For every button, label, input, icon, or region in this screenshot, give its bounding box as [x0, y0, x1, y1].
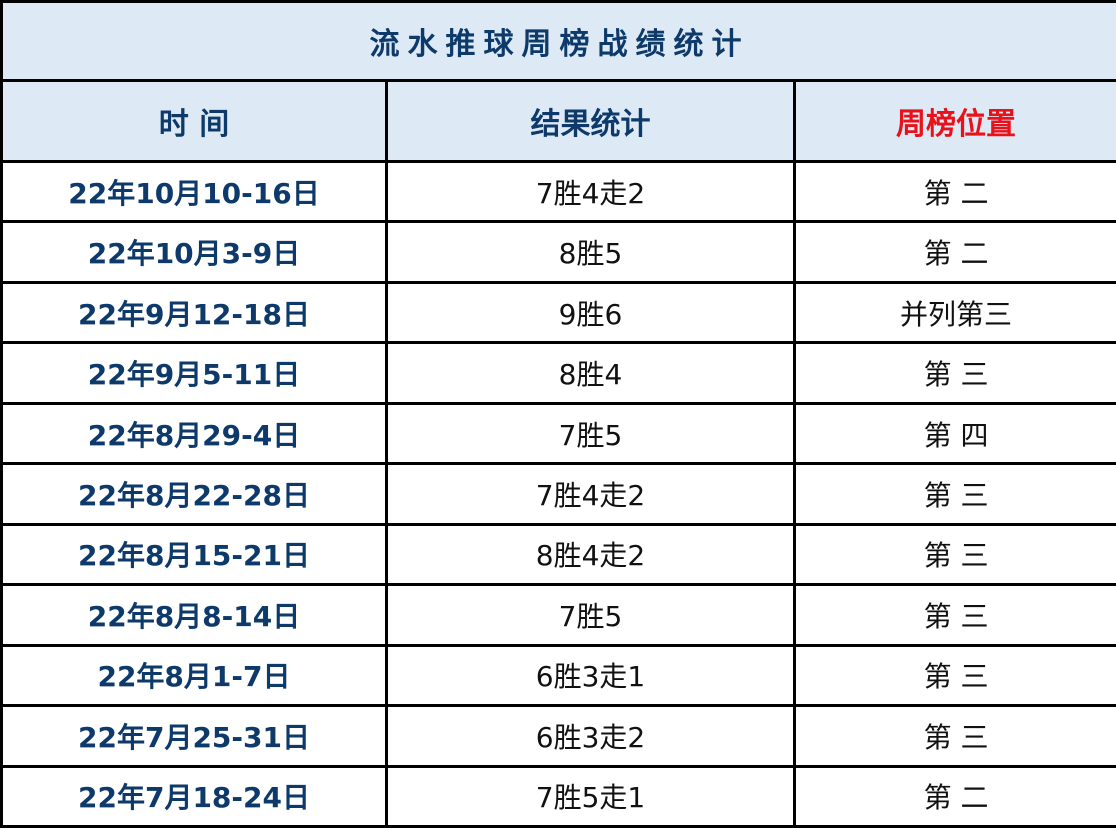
table-row: 22年7月18-24日 7胜5走1 第 二 — [0, 764, 1116, 828]
date-cell: 22年8月1-7日 — [0, 643, 388, 708]
date-cell: 22年10月3-9日 — [0, 220, 388, 284]
rank-cell: 第 三 — [792, 643, 1116, 708]
date-cell: 22年7月25-31日 — [0, 704, 388, 768]
rank-cell: 第 三 — [792, 583, 1116, 647]
date-cell: 22年8月29-4日 — [0, 401, 388, 466]
table-row: 22年10月3-9日 8胜5 第 二 — [0, 220, 1116, 284]
date-cell: 22年9月12-18日 — [0, 280, 388, 345]
table-row: 22年8月1-7日 6胜3走1 第 三 — [0, 643, 1116, 708]
table-row: 22年10月10-16日 7胜4走2 第 二 — [0, 159, 1116, 224]
header-rank: 周榜位置 — [792, 79, 1116, 163]
rank-cell: 第 三 — [792, 462, 1116, 526]
table-row: 22年7月25-31日 6胜3走2 第 三 — [0, 704, 1116, 768]
result-cell: 7胜5走1 — [385, 764, 796, 828]
result-cell: 9胜6 — [385, 280, 796, 345]
table-title: 流水推球周榜战绩统计 — [0, 0, 1116, 82]
rank-cell: 第 三 — [792, 522, 1116, 587]
table-row: 22年8月22-28日 7胜4走2 第 三 — [0, 462, 1116, 526]
rank-cell: 第 二 — [792, 764, 1116, 828]
table-row: 22年9月12-18日 9胜6 并列第三 — [0, 280, 1116, 345]
result-cell: 7胜5 — [385, 401, 796, 466]
table-row: 22年9月5-11日 8胜4 第 三 — [0, 341, 1116, 405]
date-cell: 22年8月22-28日 — [0, 462, 388, 526]
result-cell: 8胜4走2 — [385, 522, 796, 587]
rank-cell: 第 三 — [792, 704, 1116, 768]
rank-cell: 第 二 — [792, 220, 1116, 284]
result-cell: 7胜4走2 — [385, 159, 796, 224]
header-result: 结果统计 — [385, 79, 796, 163]
header-time: 时 间 — [0, 79, 388, 163]
table-row: 22年8月8-14日 7胜5 第 三 — [0, 583, 1116, 647]
result-cell: 7胜5 — [385, 583, 796, 647]
table-row: 22年8月15-21日 8胜4走2 第 三 — [0, 522, 1116, 587]
result-cell: 8胜4 — [385, 341, 796, 405]
date-cell: 22年8月8-14日 — [0, 583, 388, 647]
rank-cell: 第 四 — [792, 401, 1116, 466]
date-cell: 22年7月18-24日 — [0, 764, 388, 828]
rank-cell: 第 三 — [792, 341, 1116, 405]
rank-cell: 第 二 — [792, 159, 1116, 224]
result-cell: 6胜3走1 — [385, 643, 796, 708]
date-cell: 22年9月5-11日 — [0, 341, 388, 405]
result-cell: 6胜3走2 — [385, 704, 796, 768]
date-cell: 22年10月10-16日 — [0, 159, 388, 224]
result-cell: 8胜5 — [385, 220, 796, 284]
table-row: 22年8月29-4日 7胜5 第 四 — [0, 401, 1116, 466]
result-cell: 7胜4走2 — [385, 462, 796, 526]
rank-cell: 并列第三 — [792, 280, 1116, 345]
date-cell: 22年8月15-21日 — [0, 522, 388, 587]
